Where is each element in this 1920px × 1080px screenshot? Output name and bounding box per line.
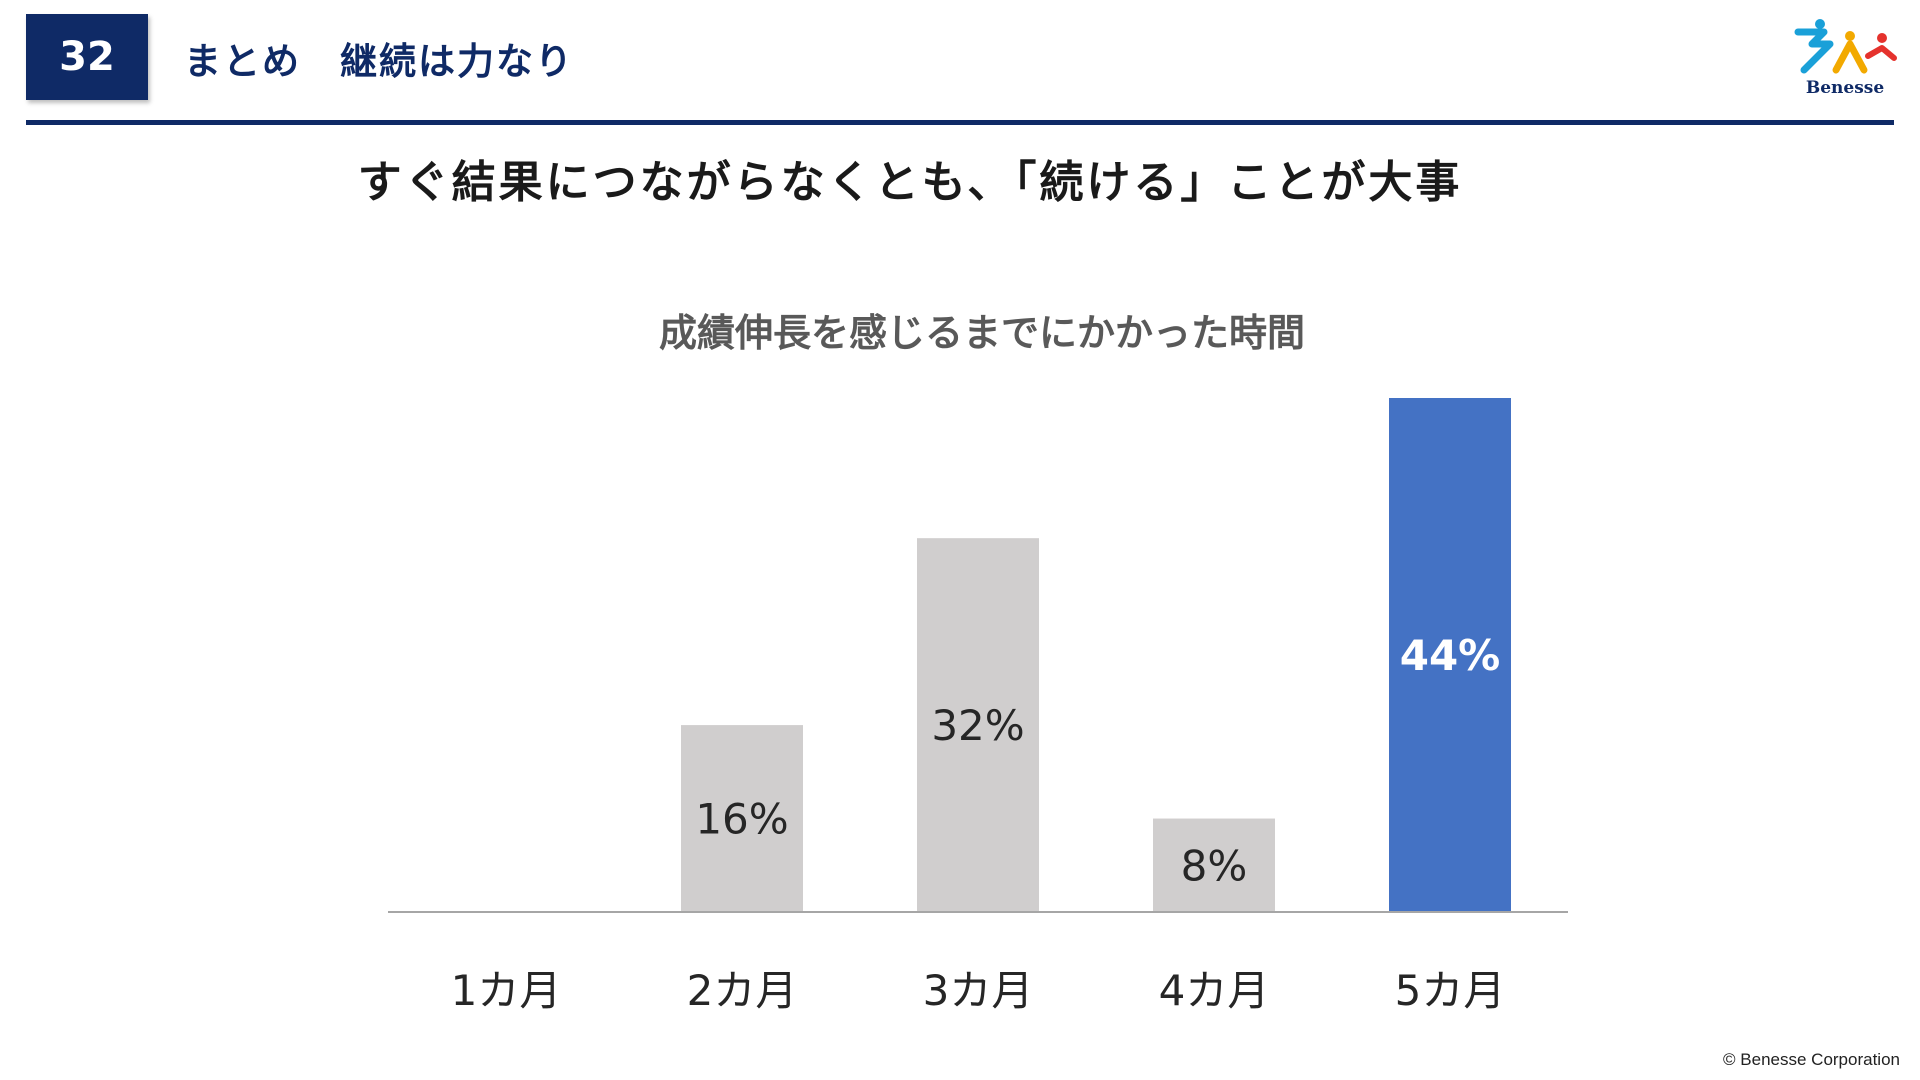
category-label-3: 3カ月 <box>923 966 1034 1015</box>
data-label-2: 16% <box>695 795 788 844</box>
header-divider <box>26 120 1894 125</box>
slide-number: 32 <box>26 14 148 100</box>
category-label-1: 1カ月 <box>451 966 562 1015</box>
data-label-4: 8% <box>1181 841 1248 890</box>
slide-title: まとめ 継続は力なり <box>184 40 574 83</box>
data-label-3: 32% <box>931 701 1024 750</box>
headline: すぐ結果につながらなくとも、「続ける」ことが大事 <box>357 157 1463 208</box>
chart-title: 成績伸長を感じるまでにかかった時間 <box>658 311 1305 355</box>
bar-5 <box>1389 398 1511 912</box>
category-label-5: 5カ月 <box>1395 966 1506 1015</box>
benesse-logo: Benesse <box>1790 14 1900 100</box>
bar-3 <box>917 538 1039 912</box>
benesse-logo-icon <box>1794 19 1897 74</box>
category-label-4: 4カ月 <box>1159 966 1270 1015</box>
category-label-2: 2カ月 <box>687 966 798 1015</box>
data-label-5: 44% <box>1400 631 1501 680</box>
bar-4 <box>1153 818 1275 912</box>
logo-wordmark: Benesse <box>1805 78 1885 98</box>
copyright-notice: © Benesse Corporation <box>1723 1050 1900 1069</box>
bar-2 <box>681 725 803 912</box>
